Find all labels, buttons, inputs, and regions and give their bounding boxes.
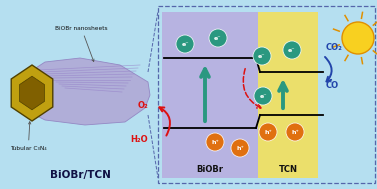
Bar [162, 12, 258, 178]
Text: e⁻: e⁻ [259, 94, 267, 98]
Polygon shape [20, 76, 44, 110]
FancyArrowPatch shape [243, 69, 261, 108]
Bar [258, 12, 318, 178]
Circle shape [342, 22, 374, 54]
Text: BiOBr/TCN: BiOBr/TCN [49, 170, 110, 180]
Text: TCN: TCN [279, 166, 297, 174]
Polygon shape [11, 65, 53, 121]
Circle shape [206, 133, 224, 151]
Circle shape [259, 123, 277, 141]
Text: h⁺: h⁺ [236, 146, 244, 150]
Text: CO: CO [326, 81, 339, 90]
Text: e⁻: e⁻ [181, 42, 189, 46]
Circle shape [283, 41, 301, 59]
Text: h⁺: h⁺ [291, 129, 299, 135]
Text: H₂O: H₂O [130, 136, 148, 145]
Text: O₂: O₂ [137, 101, 148, 109]
Circle shape [253, 47, 271, 65]
Text: e⁻: e⁻ [258, 53, 266, 59]
Circle shape [286, 123, 304, 141]
Text: h⁺: h⁺ [211, 139, 219, 145]
Bar [158, 6, 375, 183]
Circle shape [254, 87, 272, 105]
Text: BiOBr nanosheets: BiOBr nanosheets [55, 26, 107, 62]
Polygon shape [18, 58, 150, 125]
Circle shape [176, 35, 194, 53]
Text: e⁻: e⁻ [288, 47, 296, 53]
Circle shape [231, 139, 249, 157]
Text: h⁺: h⁺ [264, 129, 272, 135]
Text: e⁻: e⁻ [214, 36, 222, 40]
Text: BiOBr: BiOBr [196, 166, 224, 174]
FancyArrowPatch shape [159, 107, 170, 136]
Circle shape [209, 29, 227, 47]
FancyArrowPatch shape [325, 57, 332, 81]
Text: CO₂: CO₂ [326, 43, 343, 53]
Text: Tubular C₃N₄: Tubular C₃N₄ [10, 122, 47, 150]
